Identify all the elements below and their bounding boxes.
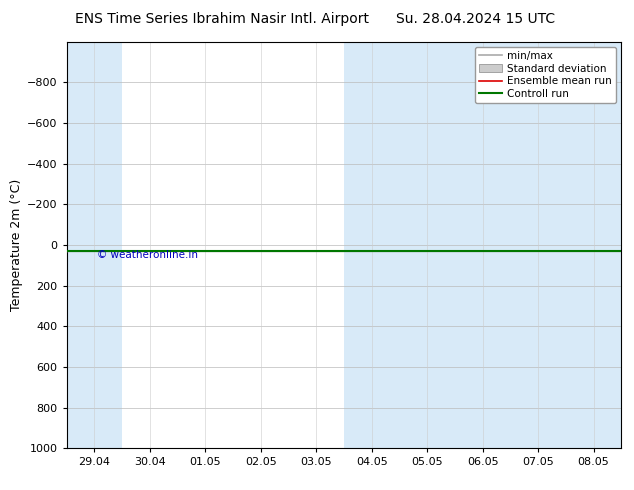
Bar bbox=[455, 42, 621, 448]
Text: © weatheronline.in: © weatheronline.in bbox=[96, 250, 198, 260]
Bar bbox=[344, 42, 455, 448]
Legend: min/max, Standard deviation, Ensemble mean run, Controll run: min/max, Standard deviation, Ensemble me… bbox=[475, 47, 616, 103]
Bar bbox=[67, 42, 122, 448]
Y-axis label: Temperature 2m (°C): Temperature 2m (°C) bbox=[10, 179, 23, 311]
Text: Su. 28.04.2024 15 UTC: Su. 28.04.2024 15 UTC bbox=[396, 12, 555, 26]
Text: ENS Time Series Ibrahim Nasir Intl. Airport: ENS Time Series Ibrahim Nasir Intl. Airp… bbox=[75, 12, 369, 26]
